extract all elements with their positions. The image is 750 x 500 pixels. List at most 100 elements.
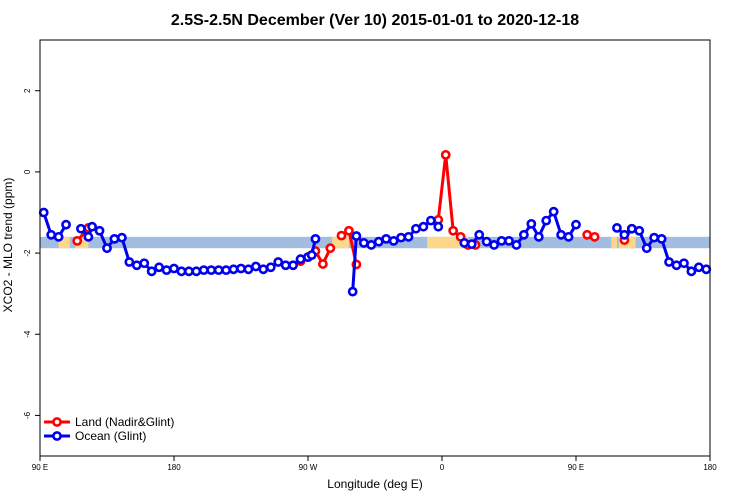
data-point	[183, 266, 194, 277]
data-point	[571, 219, 581, 230]
data-point	[228, 264, 239, 275]
legend-label: Land (Nadir&Glint)	[75, 415, 174, 429]
data-point	[102, 243, 112, 254]
data-point	[518, 229, 529, 240]
data-point	[72, 235, 83, 246]
chart-title: 2.5S-2.5N December (Ver 10) 2015-01-01 t…	[171, 12, 579, 29]
data-point	[459, 238, 470, 248]
y-axis: 2 0 -2 -4 -6	[23, 88, 40, 419]
data-point	[425, 215, 436, 226]
data-point	[61, 219, 71, 230]
data-point	[250, 261, 261, 272]
data-point	[664, 257, 674, 267]
x-tick-label: 90 E	[32, 463, 48, 472]
series-line	[351, 219, 440, 292]
data-point	[381, 233, 392, 244]
data-point	[258, 264, 269, 275]
data-point	[671, 260, 682, 271]
data-point	[109, 233, 120, 244]
data-point	[38, 207, 49, 218]
data-point	[656, 233, 667, 244]
data-point	[154, 262, 165, 273]
data-point	[411, 223, 421, 234]
data-point	[396, 232, 406, 243]
data-point	[634, 225, 645, 236]
data-point	[641, 243, 652, 254]
data-point	[325, 243, 336, 254]
data-point	[504, 235, 514, 246]
data-point	[481, 236, 492, 247]
data-point	[161, 265, 172, 276]
data-point	[679, 258, 689, 269]
data-point	[366, 240, 377, 250]
data-point	[221, 265, 232, 276]
data-point	[626, 223, 637, 234]
data-point	[440, 149, 451, 160]
data-point	[466, 239, 477, 250]
data-point	[373, 236, 384, 247]
legend-item: Ocean (Glint)	[44, 429, 146, 443]
data-point	[533, 231, 544, 242]
data-point	[344, 225, 354, 236]
data-point	[139, 258, 150, 269]
legend: Land (Nadir&Glint)Ocean (Glint)	[44, 415, 174, 443]
data-point	[280, 260, 291, 271]
data-point	[336, 230, 347, 241]
data-point	[556, 229, 567, 240]
data-point	[94, 225, 105, 236]
data-point	[693, 262, 704, 273]
legend-marker	[52, 417, 62, 427]
data-point	[448, 225, 459, 236]
y-tick-label: -4	[23, 330, 32, 338]
x-tick-label: 0	[440, 463, 445, 472]
data-point	[548, 206, 559, 217]
series-line	[464, 210, 578, 247]
data-point	[46, 229, 57, 240]
data-point	[388, 235, 399, 246]
data-point	[701, 264, 712, 275]
land-band	[75, 236, 89, 249]
data-point	[146, 266, 157, 277]
data-point	[686, 266, 697, 277]
data-point	[496, 235, 507, 246]
series-ocean	[38, 206, 712, 297]
data-point	[206, 265, 217, 276]
land-band	[58, 236, 70, 249]
y-tick-label: 0	[23, 169, 32, 174]
x-tick-label: 180	[167, 463, 181, 472]
data-point	[116, 232, 127, 243]
data-point	[131, 260, 142, 271]
data-point	[526, 218, 537, 229]
data-point	[433, 221, 444, 232]
data-point	[169, 263, 179, 274]
data-point	[563, 231, 574, 242]
data-point	[489, 240, 500, 250]
x-axis-label: Longitude (deg E)	[327, 477, 422, 491]
data-point	[474, 229, 485, 240]
y-tick-label: -2	[23, 249, 32, 257]
data-point	[176, 266, 187, 277]
data-point	[306, 250, 317, 261]
data-point	[124, 257, 135, 267]
y-tick-label: -6	[23, 411, 32, 419]
data-point	[347, 286, 358, 297]
data-point	[273, 257, 284, 267]
data-point	[612, 223, 622, 233]
data-point	[288, 260, 299, 271]
data-point	[541, 215, 552, 226]
plot-frame	[39, 39, 711, 457]
legend-marker	[52, 431, 62, 441]
data-point	[76, 223, 86, 234]
y-axis-label: XCO2 - MLO trend (ppm)	[1, 178, 15, 313]
data-point	[619, 229, 630, 240]
data-point	[511, 240, 522, 250]
data-point	[418, 221, 429, 232]
data-point	[53, 231, 64, 242]
data-point	[351, 231, 362, 241]
series-layer	[38, 149, 712, 297]
data-point	[198, 265, 209, 276]
data-point	[87, 221, 98, 232]
data-point	[358, 238, 369, 248]
land-band	[611, 236, 617, 249]
data-point	[582, 229, 593, 240]
